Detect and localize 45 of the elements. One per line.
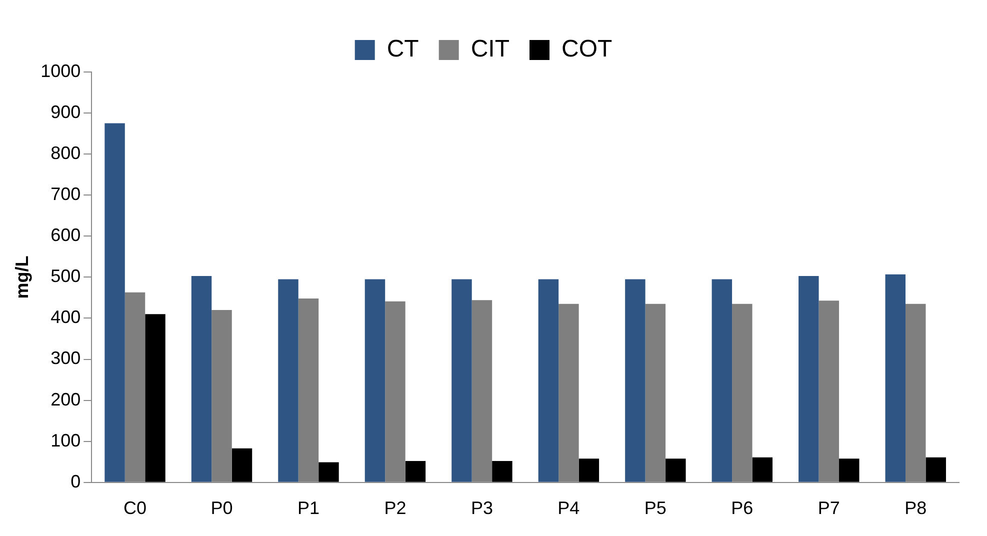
y-axis-title: mg/L	[12, 256, 32, 299]
y-tick-label: 800	[50, 143, 81, 164]
y-tick-label: 200	[50, 389, 81, 410]
bar	[926, 457, 946, 482]
y-tick-label: 600	[50, 225, 81, 246]
bar	[452, 279, 472, 482]
bar	[364, 279, 386, 482]
bar	[752, 457, 773, 482]
legend-label: CT	[386, 36, 420, 63]
bar	[839, 458, 860, 482]
y-tick-label: 400	[50, 307, 81, 328]
bar	[191, 276, 212, 482]
bar	[405, 461, 426, 482]
x-tick-label: P8	[904, 498, 927, 518]
bar	[538, 279, 559, 482]
bar	[318, 462, 339, 482]
x-tick-label: P0	[210, 498, 233, 518]
bar	[492, 461, 512, 482]
y-tick-label: 300	[50, 348, 81, 368]
x-tick-label: P5	[644, 498, 666, 518]
bar	[666, 458, 686, 482]
bar	[578, 458, 600, 482]
bar	[145, 314, 166, 482]
y-tick-label: 700	[50, 184, 81, 204]
y-tick-label: 900	[50, 102, 81, 122]
x-tick-label: P7	[818, 498, 840, 518]
y-tick-label: 500	[50, 266, 81, 286]
bar	[798, 276, 819, 482]
y-tick-label: 100	[50, 430, 81, 450]
bar	[885, 274, 906, 482]
bar	[104, 123, 125, 482]
x-tick-label: C0	[124, 498, 147, 518]
x-tick-label: P1	[297, 498, 320, 518]
bar	[712, 279, 732, 482]
legend-label: CIT	[470, 36, 510, 63]
x-tick-label: P2	[384, 498, 406, 518]
x-tick-label: P3	[470, 498, 493, 518]
x-tick-label: P4	[558, 498, 580, 518]
legend-label: COT	[561, 36, 612, 63]
y-tick-label: 1000	[40, 60, 81, 81]
bar	[625, 279, 646, 482]
bar	[232, 448, 252, 482]
y-tick-label: 0	[70, 471, 81, 492]
x-tick-label: P6	[731, 498, 754, 518]
bar	[278, 279, 298, 482]
